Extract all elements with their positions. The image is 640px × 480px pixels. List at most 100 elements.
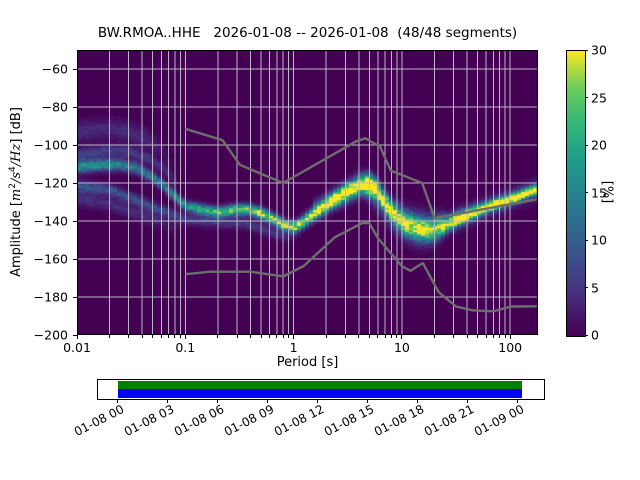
x-tick-mark	[128, 335, 130, 338]
timeline-tick-label: 01-08 03	[122, 402, 177, 439]
y-axis-label-exp2: 4	[7, 166, 18, 172]
timeline-tick-mark	[516, 399, 518, 403]
timeline-tick-mark	[366, 399, 368, 403]
x-tick-mark	[504, 335, 506, 338]
y-tick-label: −120	[33, 175, 68, 191]
colorbar-tick-mark	[585, 334, 588, 336]
timeline-tick-label: 01-08 15	[322, 402, 377, 439]
timeline-tick-mark	[266, 399, 268, 403]
noise-model-low-curve	[185, 221, 538, 313]
x-tick-mark	[485, 335, 487, 338]
x-tick-mark	[269, 335, 271, 338]
colorbar-tick-label: 25	[591, 90, 607, 105]
y-tick-label: −160	[33, 251, 68, 267]
timeline-tick-mark	[166, 399, 168, 403]
timeline-box	[97, 379, 545, 400]
y-axis-label-unit3: /Hz	[9, 143, 25, 167]
colorbar-tick-label: 30	[591, 42, 607, 58]
x-tick-mark	[358, 335, 360, 338]
plot-overlay	[77, 50, 538, 335]
y-tick-mark	[73, 334, 77, 336]
timeline-tick-mark	[416, 399, 418, 403]
colorbar-tick-mark	[585, 192, 588, 193]
timeline-tick-label: 01-08 21	[422, 402, 477, 439]
y-tick-mark	[73, 144, 77, 146]
x-tick-mark	[293, 335, 295, 339]
y-tick-mark	[73, 220, 77, 222]
x-tick-label: 0.01	[63, 340, 91, 355]
y-axis-label-text: Amplitude [	[9, 201, 25, 277]
colorbar-tick-label: 20	[591, 137, 607, 153]
colorbar-tick-label: 5	[591, 280, 599, 295]
colorbar-tick-label: 0	[591, 327, 599, 343]
ppsd-heatmap	[77, 50, 538, 335]
x-tick-mark	[141, 335, 143, 338]
x-tick-mark	[434, 335, 435, 338]
x-tick-mark	[76, 335, 78, 339]
y-tick-mark	[73, 68, 77, 70]
x-tick-label: 0.1	[175, 340, 196, 355]
x-tick-mark	[396, 335, 398, 338]
y-axis-label: Amplitude [m2/s4/Hz] [dB]	[8, 107, 24, 277]
y-tick-mark	[73, 106, 77, 108]
x-tick-mark	[492, 335, 494, 338]
colorbar-tick-mark	[585, 144, 588, 146]
timeline-tick-mark	[216, 399, 218, 403]
x-tick-mark	[509, 335, 511, 339]
x-tick-mark	[260, 335, 262, 338]
timeline-coverage-green	[118, 381, 523, 389]
colorbar-tick-mark	[585, 287, 588, 288]
x-tick-label: 10	[393, 340, 410, 355]
x-tick-mark	[344, 335, 346, 338]
y-axis-label-unit: m	[9, 188, 25, 202]
x-tick-mark	[250, 335, 251, 338]
colorbar-label: [%]	[599, 180, 615, 204]
timeline-tick-mark	[116, 399, 118, 403]
x-tick-label: 100	[498, 340, 523, 355]
x-tick-mark	[168, 335, 169, 338]
timeline-tick-label: 01-08 09	[222, 402, 277, 439]
colorbar-tick-label: 10	[591, 232, 607, 248]
x-tick-mark	[217, 335, 219, 338]
colorbar-tick-mark	[585, 239, 588, 241]
noise-model-high-curve	[184, 127, 538, 220]
x-tick-mark	[179, 335, 181, 338]
x-tick-mark	[401, 335, 403, 339]
plot-title: BW.RMOA..HHE 2026-01-08 -- 2026-01-08 (4…	[97, 25, 518, 41]
x-tick-mark	[368, 335, 370, 338]
timeline-tick-mark	[466, 399, 468, 403]
timeline-tick-label: 01-08 12	[272, 402, 327, 439]
x-tick-mark	[477, 335, 479, 338]
colorbar	[566, 50, 586, 337]
y-tick-label: −140	[33, 213, 68, 229]
colorbar-tick-mark	[585, 97, 588, 98]
x-tick-mark	[390, 335, 392, 338]
y-axis-label-exp: 2	[7, 183, 18, 189]
x-tick-mark	[236, 335, 238, 338]
y-tick-label: −80	[41, 99, 68, 115]
x-tick-mark	[184, 335, 186, 339]
x-tick-mark	[377, 335, 379, 338]
x-tick-mark	[109, 335, 111, 338]
timeline-coverage-blue	[118, 389, 523, 398]
x-tick-mark	[325, 335, 327, 338]
x-tick-mark	[384, 335, 386, 338]
x-tick-mark	[282, 335, 284, 338]
x-tick-mark	[160, 335, 162, 338]
x-tick-mark	[466, 335, 468, 338]
x-tick-mark	[152, 335, 154, 338]
x-axis-label: Period [s]	[276, 355, 339, 370]
y-tick-mark	[73, 182, 77, 184]
y-tick-mark	[73, 258, 77, 260]
timeline-tick-label: 01-08 18	[372, 402, 427, 439]
timeline-tick-label: 01-08 06	[172, 402, 227, 439]
colorbar-tick-mark	[585, 49, 588, 51]
x-tick-label: 1	[289, 340, 298, 355]
timeline-tick-label: 01-09 00	[472, 402, 527, 439]
timeline-tick-label: 01-08 00	[72, 402, 127, 439]
x-tick-mark	[276, 335, 278, 338]
x-tick-mark	[499, 335, 501, 338]
timeline-tick-mark	[316, 399, 318, 403]
y-tick-label: −100	[33, 137, 68, 153]
